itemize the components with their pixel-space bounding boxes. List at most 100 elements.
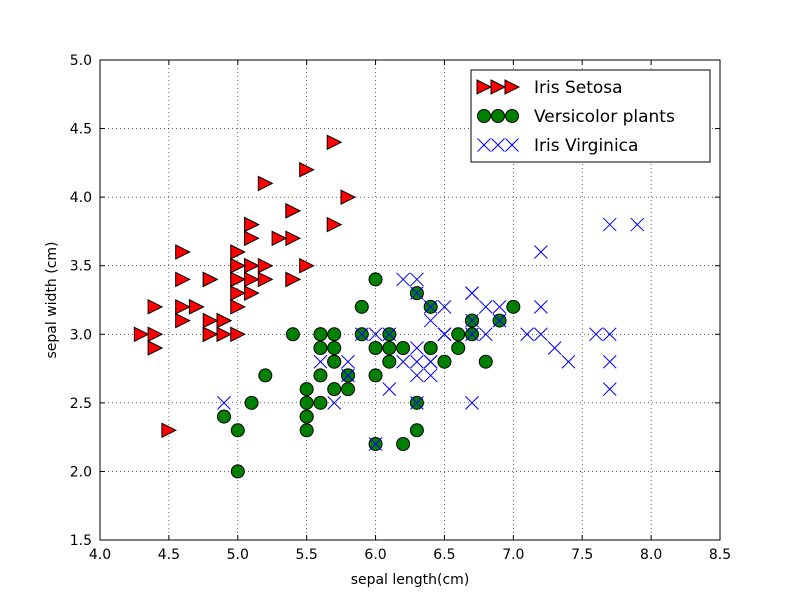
data-point xyxy=(630,217,645,232)
legend-entry: Iris Virginica xyxy=(477,136,638,156)
y-tick-label: 3.5 xyxy=(70,259,92,275)
data-point xyxy=(561,354,576,369)
data-point xyxy=(492,313,507,328)
data-point xyxy=(202,326,219,343)
data-point xyxy=(589,327,603,342)
x-tick-label: 4.5 xyxy=(158,547,180,563)
series-1 xyxy=(217,272,521,479)
series-0 xyxy=(133,134,357,439)
data-point xyxy=(299,423,314,438)
x-axis-label: sepal length(cm) xyxy=(351,572,470,588)
data-point xyxy=(382,382,397,396)
data-point xyxy=(354,299,369,314)
data-point xyxy=(602,217,617,232)
data-point xyxy=(410,368,424,383)
data-point xyxy=(368,272,383,287)
x-tick-label: 6.5 xyxy=(433,547,455,563)
data-point xyxy=(217,409,231,424)
y-tick-label: 2.5 xyxy=(70,396,92,412)
data-point xyxy=(341,382,355,397)
data-point xyxy=(368,327,383,342)
data-point xyxy=(244,271,260,288)
data-point xyxy=(147,326,164,343)
data-point xyxy=(465,313,479,328)
legend-marker xyxy=(490,79,507,95)
data-point xyxy=(327,354,342,369)
legend-marker xyxy=(491,109,505,123)
data-point xyxy=(465,327,479,342)
y-tick-label: 2.0 xyxy=(70,464,92,480)
data-point xyxy=(147,340,164,356)
data-point xyxy=(602,354,617,369)
legend-marker xyxy=(477,109,491,123)
x-tick-label: 7.0 xyxy=(502,547,524,563)
data-point xyxy=(327,382,342,397)
data-point xyxy=(340,189,357,205)
data-point xyxy=(230,244,246,260)
data-point xyxy=(175,299,191,315)
data-point xyxy=(423,368,438,383)
data-point xyxy=(396,437,411,451)
data-point xyxy=(216,312,233,329)
data-point xyxy=(299,257,315,274)
data-point xyxy=(478,354,493,369)
data-point xyxy=(368,437,383,451)
data-point xyxy=(396,272,410,287)
data-point xyxy=(299,395,314,410)
x-tick-label: 5.0 xyxy=(227,547,249,563)
data-point xyxy=(465,286,479,300)
data-point xyxy=(230,271,246,288)
data-point xyxy=(410,396,424,410)
data-point xyxy=(230,299,246,315)
data-point xyxy=(410,354,424,369)
data-point xyxy=(313,395,328,410)
data-point xyxy=(423,354,438,369)
data-point xyxy=(230,423,245,438)
y-tick-label: 4.0 xyxy=(70,190,92,206)
legend-marker xyxy=(504,79,521,95)
data-point xyxy=(478,300,493,314)
data-point xyxy=(244,216,260,233)
legend-marker xyxy=(476,79,493,95)
data-point xyxy=(354,327,369,342)
data-point xyxy=(368,368,383,383)
data-point xyxy=(217,396,231,410)
data-point xyxy=(285,271,302,288)
data-point xyxy=(133,326,150,343)
data-point xyxy=(230,257,246,274)
y-tick-label: 3.0 xyxy=(70,327,92,343)
data-point xyxy=(244,395,259,410)
data-point xyxy=(423,313,438,328)
y-tick-label: 1.5 xyxy=(70,533,92,549)
data-point xyxy=(534,245,548,259)
legend-label: Iris Virginica xyxy=(534,136,638,156)
legend-label: Iris Setosa xyxy=(534,78,623,98)
data-point xyxy=(175,271,191,288)
y-axis-label: sepal width (cm) xyxy=(44,241,60,358)
legend-entry: Versicolor plants xyxy=(477,107,675,127)
data-point xyxy=(478,327,493,342)
x-tick-label: 5.5 xyxy=(296,547,318,563)
data-point xyxy=(147,299,164,315)
data-point xyxy=(202,312,219,329)
data-point xyxy=(547,341,562,355)
x-tick-label: 4.0 xyxy=(89,547,111,563)
data-point xyxy=(327,396,342,410)
data-point xyxy=(534,327,548,342)
data-point xyxy=(506,299,521,314)
data-point xyxy=(451,341,466,355)
data-points xyxy=(133,134,645,479)
y-tick-label: 5.0 xyxy=(70,53,92,69)
data-point xyxy=(465,396,479,410)
legend-marker xyxy=(505,138,519,152)
data-point xyxy=(313,368,328,383)
legend-marker xyxy=(491,138,505,152)
legend-label: Versicolor plants xyxy=(534,107,675,127)
data-point xyxy=(382,354,397,369)
data-point xyxy=(313,354,328,369)
data-point xyxy=(313,341,328,355)
data-point xyxy=(410,286,424,300)
data-point xyxy=(437,354,452,369)
data-point xyxy=(175,244,191,260)
